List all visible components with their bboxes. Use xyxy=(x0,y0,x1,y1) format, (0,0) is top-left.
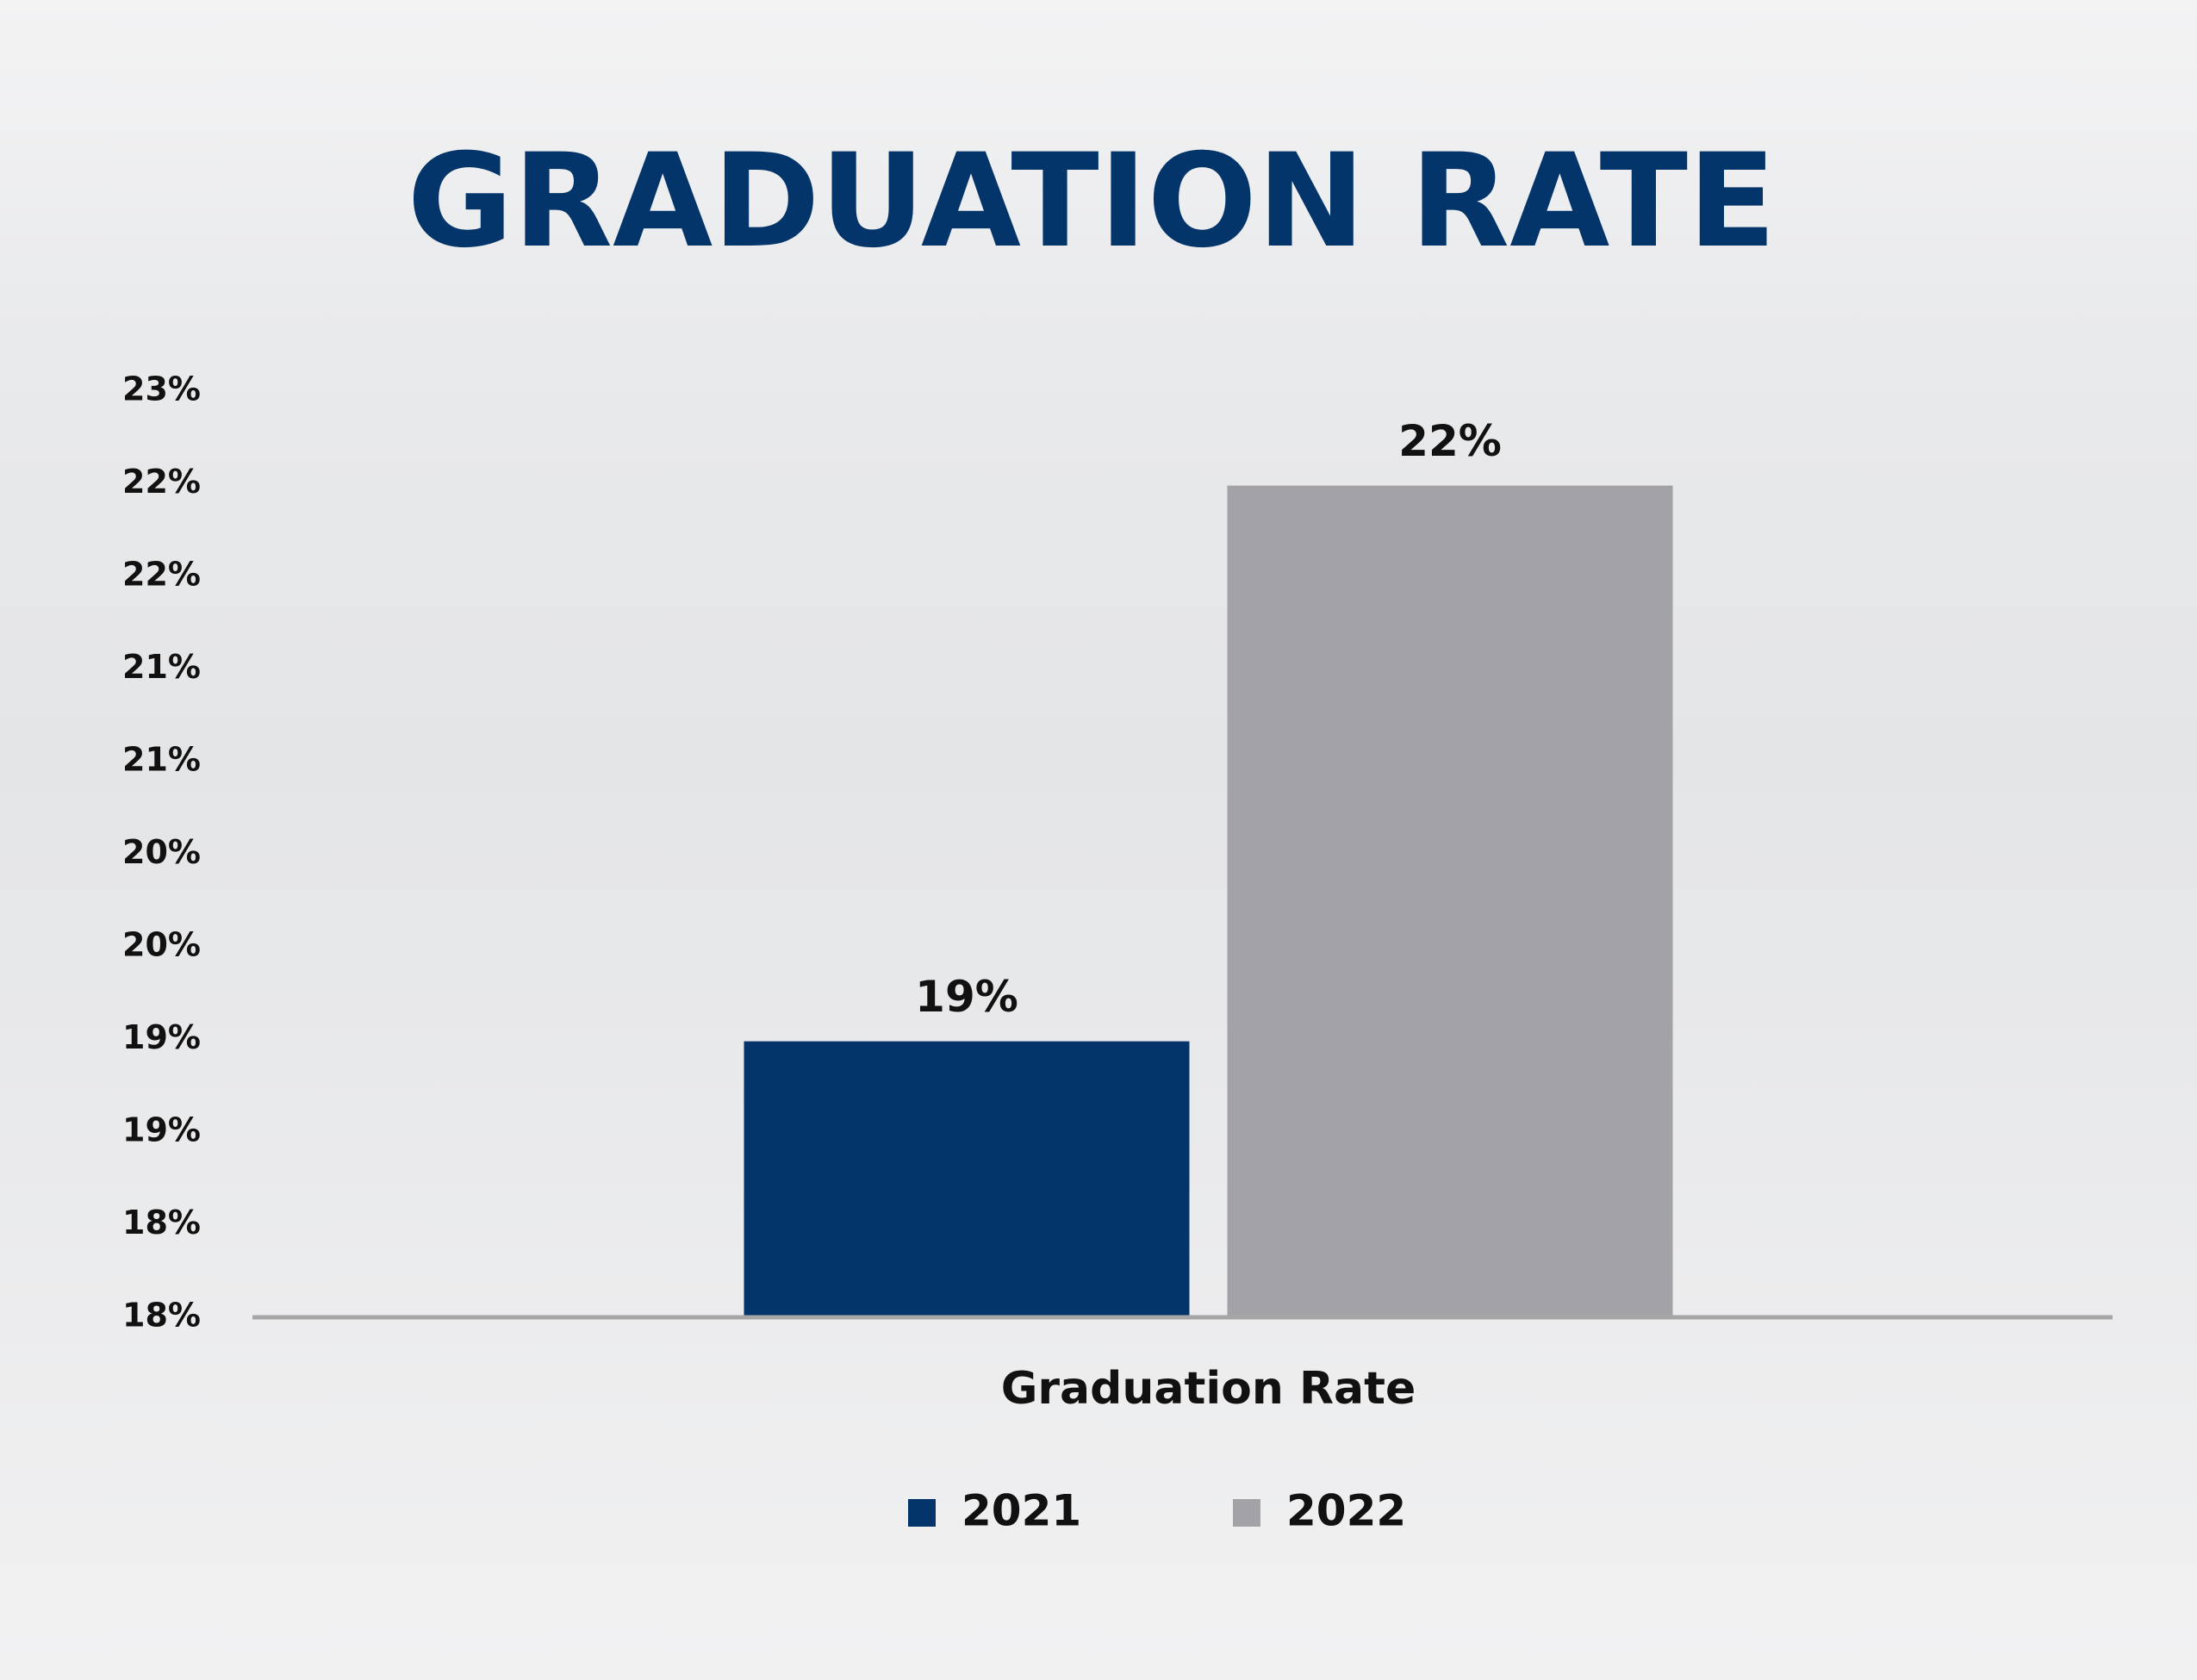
bar xyxy=(744,1041,1190,1317)
y-tick-label: 21% xyxy=(122,648,201,686)
y-tick-label: 19% xyxy=(122,1111,201,1149)
y-tick-label: 22% xyxy=(122,463,201,501)
x-tick-label: Graduation Rate xyxy=(1001,1363,1416,1415)
y-tick-label: 20% xyxy=(122,833,201,871)
chart-title: GRADUATION RATE xyxy=(408,127,1777,277)
y-tick-label: 22% xyxy=(122,556,201,594)
value-label: 22% xyxy=(1398,416,1502,466)
y-tick-label: 18% xyxy=(122,1204,201,1241)
y-tick-label: 19% xyxy=(122,1018,201,1056)
y-tick-label: 23% xyxy=(122,370,201,408)
value-label: 19% xyxy=(915,972,1018,1022)
y-tick-label: 20% xyxy=(122,926,201,964)
legend-label: 2021 xyxy=(962,1486,1081,1536)
legend-swatch xyxy=(908,1499,936,1527)
y-tick-label: 21% xyxy=(122,741,201,779)
legend-label: 2022 xyxy=(1286,1486,1406,1536)
y-tick-label: 18% xyxy=(122,1297,201,1335)
legend-swatch xyxy=(1233,1499,1260,1527)
bar xyxy=(1227,485,1673,1317)
